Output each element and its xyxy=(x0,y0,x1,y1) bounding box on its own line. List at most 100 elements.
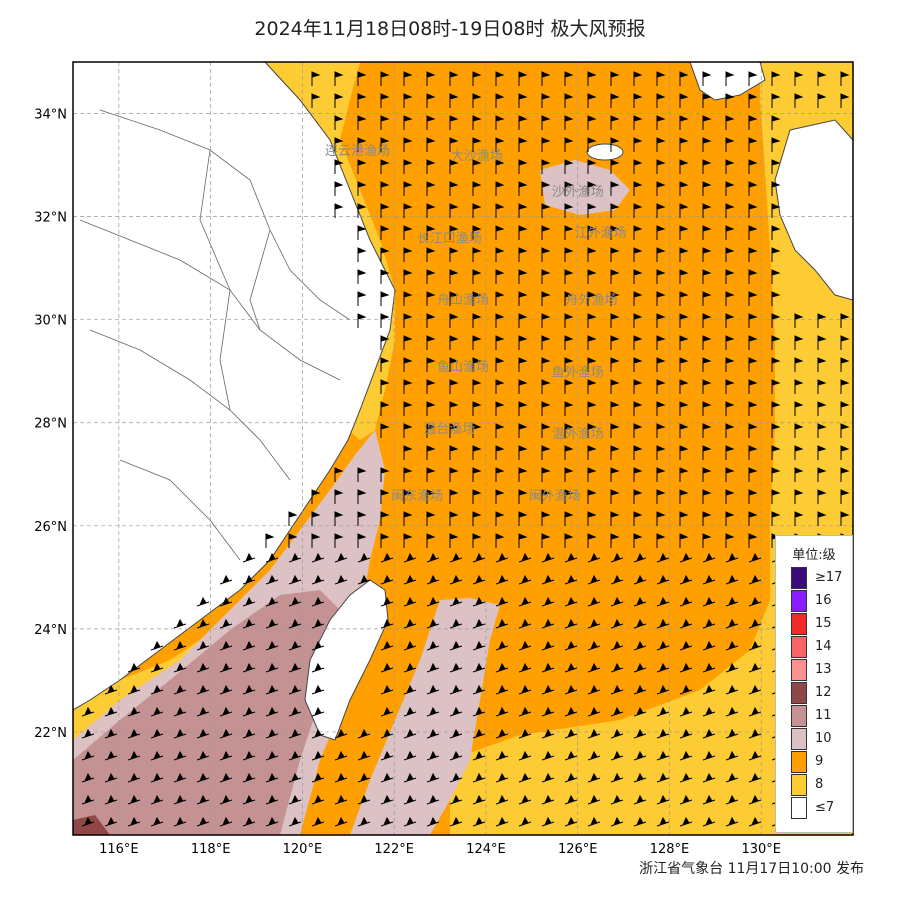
wind-barb xyxy=(725,772,739,783)
wind-barb xyxy=(380,467,390,482)
wind-barb xyxy=(702,489,712,504)
wind-barb xyxy=(725,93,735,108)
lon-tick-label: 130°E xyxy=(741,842,781,857)
wind-barb xyxy=(725,816,739,827)
wind-barb xyxy=(380,816,394,827)
wind-barb xyxy=(702,225,712,240)
wind-barb xyxy=(518,247,528,262)
wind-barb xyxy=(610,511,620,526)
wind-barb xyxy=(196,684,210,695)
wind-barb xyxy=(817,379,827,394)
wind-barb xyxy=(725,71,735,86)
wind-barb xyxy=(817,335,827,350)
wind-barb xyxy=(265,684,279,695)
wind-barb xyxy=(656,71,666,86)
wind-barb xyxy=(771,335,781,350)
wind-barb xyxy=(472,618,486,629)
fishing-area-label: 舟山渔场 xyxy=(437,293,489,308)
wind-barb xyxy=(679,203,689,218)
wind-barb xyxy=(150,728,164,739)
wind-barb xyxy=(610,313,620,328)
wind-barb xyxy=(242,618,256,629)
lon-tick-label: 118°E xyxy=(191,842,231,857)
wind-barb xyxy=(702,269,712,284)
wind-barb xyxy=(357,533,367,548)
wind-barb xyxy=(334,71,344,86)
wind-barb xyxy=(679,794,693,805)
wind-barb xyxy=(633,574,647,585)
wind-barb xyxy=(449,445,459,460)
wind-barb xyxy=(449,159,459,174)
wind-barb xyxy=(564,93,574,108)
wind-barb xyxy=(495,159,505,174)
wind-barb xyxy=(426,335,436,350)
wind-barb xyxy=(518,291,528,306)
wind-barb xyxy=(656,247,666,262)
wind-barb xyxy=(265,750,279,761)
wind-barb xyxy=(610,335,620,350)
wind-barb xyxy=(725,445,735,460)
wind-barb xyxy=(610,662,624,673)
wind-barb xyxy=(242,772,256,783)
wind-barb xyxy=(817,511,827,526)
wind-barb xyxy=(702,247,712,262)
wind-barb xyxy=(702,445,712,460)
wind-barb xyxy=(587,93,597,108)
wind-barb xyxy=(748,181,758,196)
wind-barb xyxy=(242,574,256,585)
wind-barb xyxy=(587,225,597,240)
wind-barb xyxy=(656,379,666,394)
wind-barb xyxy=(495,684,509,695)
wind-barb xyxy=(541,115,551,130)
wind-barb xyxy=(610,816,624,827)
wind-barb xyxy=(656,574,670,585)
wind-barb xyxy=(495,93,505,108)
wind-barb xyxy=(541,467,551,482)
wind-barb xyxy=(311,93,321,108)
wind-barb xyxy=(150,662,164,673)
wind-barb xyxy=(495,596,509,607)
wind-barb xyxy=(633,511,643,526)
wind-barb xyxy=(150,772,164,783)
wind-barb xyxy=(633,379,643,394)
wind-barb xyxy=(564,596,578,607)
wind-barb xyxy=(748,401,758,416)
wind-barb xyxy=(357,772,371,783)
wind-barb xyxy=(380,794,394,805)
wind-barb xyxy=(288,662,302,673)
wind-barb xyxy=(265,574,279,585)
wind-barb xyxy=(725,379,735,394)
wind-barb xyxy=(288,750,302,761)
wind-barb xyxy=(702,750,716,761)
wind-barb xyxy=(748,71,758,86)
wind-barb xyxy=(150,794,164,805)
wind-barb xyxy=(449,181,459,196)
wind-barb xyxy=(380,552,394,563)
wind-barb xyxy=(495,335,505,350)
wind-barb xyxy=(587,71,597,86)
wind-barb xyxy=(702,93,712,108)
wind-barb xyxy=(656,467,666,482)
wind-barb xyxy=(840,357,850,372)
wind-barb xyxy=(426,467,436,482)
wind-barb xyxy=(81,794,95,805)
wind-barb xyxy=(380,159,390,174)
wind-barb xyxy=(426,269,436,284)
wind-barb xyxy=(380,203,390,218)
wind-barb xyxy=(564,181,574,196)
fishing-area-label: 鱼山渔场 xyxy=(437,359,489,375)
wind-barb xyxy=(817,93,827,108)
wind-barb xyxy=(265,533,275,548)
wind-barb xyxy=(587,640,601,651)
wind-barb xyxy=(150,816,164,827)
wind-barb xyxy=(610,291,620,306)
wind-barb xyxy=(817,423,827,438)
wind-barb xyxy=(495,379,505,394)
wind-barb xyxy=(472,225,482,240)
wind-barb xyxy=(265,794,279,805)
wind-barb xyxy=(725,552,739,563)
wind-barb xyxy=(265,662,279,673)
wind-barb xyxy=(403,640,417,651)
wind-barb xyxy=(265,772,279,783)
wind-barb xyxy=(610,159,620,174)
